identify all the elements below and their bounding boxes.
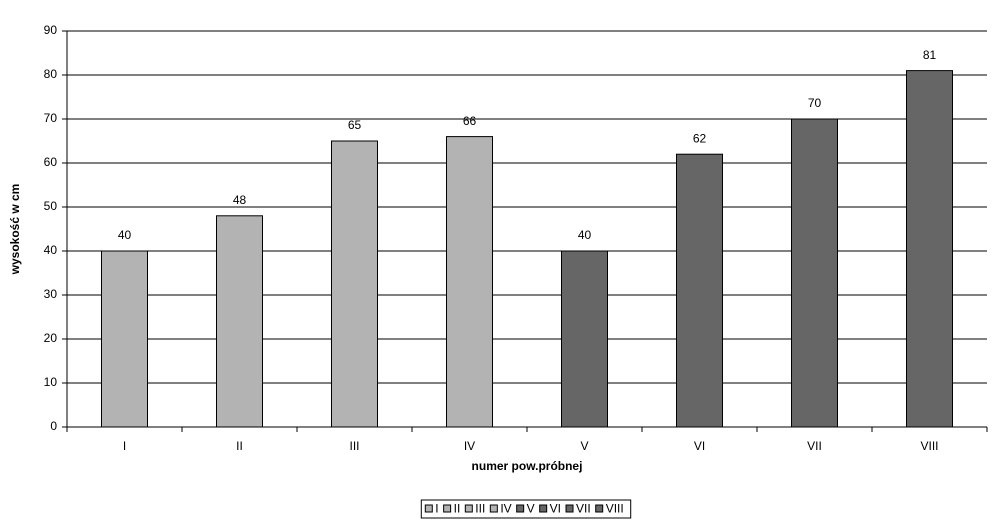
y-axis-title: wysokość w cm <box>8 184 22 276</box>
y-tick-label: 90 <box>44 23 58 37</box>
legend-label: I <box>435 502 438 516</box>
legend-swatch <box>424 504 433 513</box>
y-tick-label: 70 <box>44 111 58 125</box>
y-tick-label: 10 <box>44 375 58 389</box>
legend-label: VII <box>576 502 591 516</box>
bar <box>906 70 953 428</box>
legend-swatch <box>443 504 452 513</box>
x-tick-label: II <box>236 439 243 453</box>
y-tick-label: 50 <box>44 199 58 213</box>
y-tick-label: 30 <box>44 287 58 301</box>
data-label: 62 <box>693 131 707 145</box>
x-axis-title: numer pow.próbnej <box>472 459 583 473</box>
y-tick-label: 20 <box>44 331 58 345</box>
legend-swatch <box>565 504 574 513</box>
y-tick-label: 60 <box>44 155 58 169</box>
x-tick-label: VIII <box>920 439 938 453</box>
x-tick-label: VII <box>807 439 822 453</box>
legend-label: VIII <box>606 502 624 516</box>
bar <box>676 153 723 428</box>
data-label: 40 <box>578 228 592 242</box>
legend-label: III <box>475 502 485 516</box>
x-tick-label: III <box>349 439 359 453</box>
legend-label: IV <box>500 502 511 516</box>
legend-swatch <box>516 504 525 513</box>
legend-label: II <box>454 502 461 516</box>
bar <box>561 250 608 428</box>
bar <box>101 250 148 428</box>
data-label: 65 <box>348 118 362 132</box>
legend-swatch <box>489 504 498 513</box>
x-tick-label: V <box>580 439 588 453</box>
data-label: 40 <box>118 228 132 242</box>
x-tick-label: VI <box>694 439 705 453</box>
legend-label: VI <box>550 502 561 516</box>
data-label: 48 <box>233 193 247 207</box>
y-tick-label: 40 <box>44 243 58 257</box>
bar <box>216 215 263 428</box>
bar <box>446 136 493 428</box>
legend-swatch <box>595 504 604 513</box>
x-tick-label: IV <box>464 439 475 453</box>
legend-swatch <box>464 504 473 513</box>
data-label: 70 <box>808 96 822 110</box>
data-label: 81 <box>923 48 937 62</box>
legend-swatch <box>539 504 548 513</box>
x-tick-label: I <box>123 439 126 453</box>
bar <box>791 118 838 428</box>
legend-box <box>420 499 632 519</box>
data-label: 66 <box>463 114 477 128</box>
y-tick-label: 80 <box>44 67 58 81</box>
y-tick-label: 0 <box>50 419 57 433</box>
bar <box>331 140 378 428</box>
legend-label: V <box>527 502 535 516</box>
